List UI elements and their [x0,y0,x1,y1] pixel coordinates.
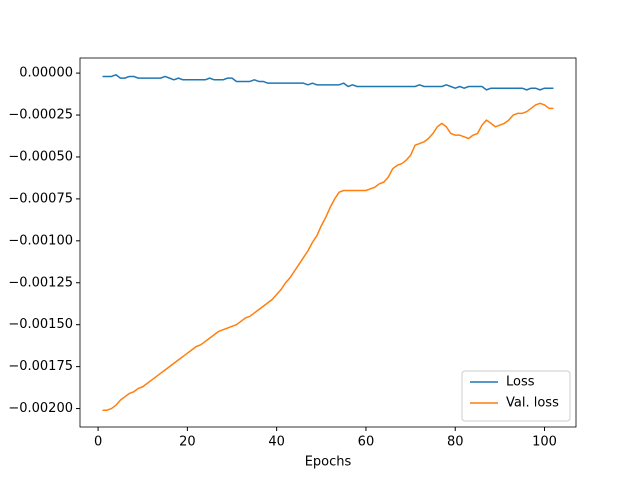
legend-label: Val. loss [506,396,559,411]
x-axis-label: Epochs [305,455,352,470]
axes-frame [79,57,577,428]
plot-area [80,58,576,427]
x-tick-label: 100 [532,435,557,450]
x-tick-label: 40 [268,435,285,450]
y-tick-label: −0.00100 [8,233,73,248]
y-tick-label: −0.00200 [8,401,73,416]
line-series [102,74,554,91]
y-tick-label: −0.00125 [8,275,73,290]
x-tick-label: 0 [94,435,102,450]
y-tick-label: −0.00075 [8,191,73,206]
legend-box [461,370,571,422]
y-tick-label: 0.00000 [19,66,73,81]
line-series [102,102,554,411]
y-tick-label: −0.00150 [8,317,73,332]
y-tick-label: −0.00175 [8,359,73,374]
y-tick-label: −0.00050 [8,149,73,164]
y-tick-label: −0.00025 [8,108,73,123]
x-tick-label: 60 [358,435,375,450]
x-tick-label: 20 [179,435,196,450]
x-tick-label: 80 [447,435,464,450]
legend-label: Loss [506,375,535,390]
